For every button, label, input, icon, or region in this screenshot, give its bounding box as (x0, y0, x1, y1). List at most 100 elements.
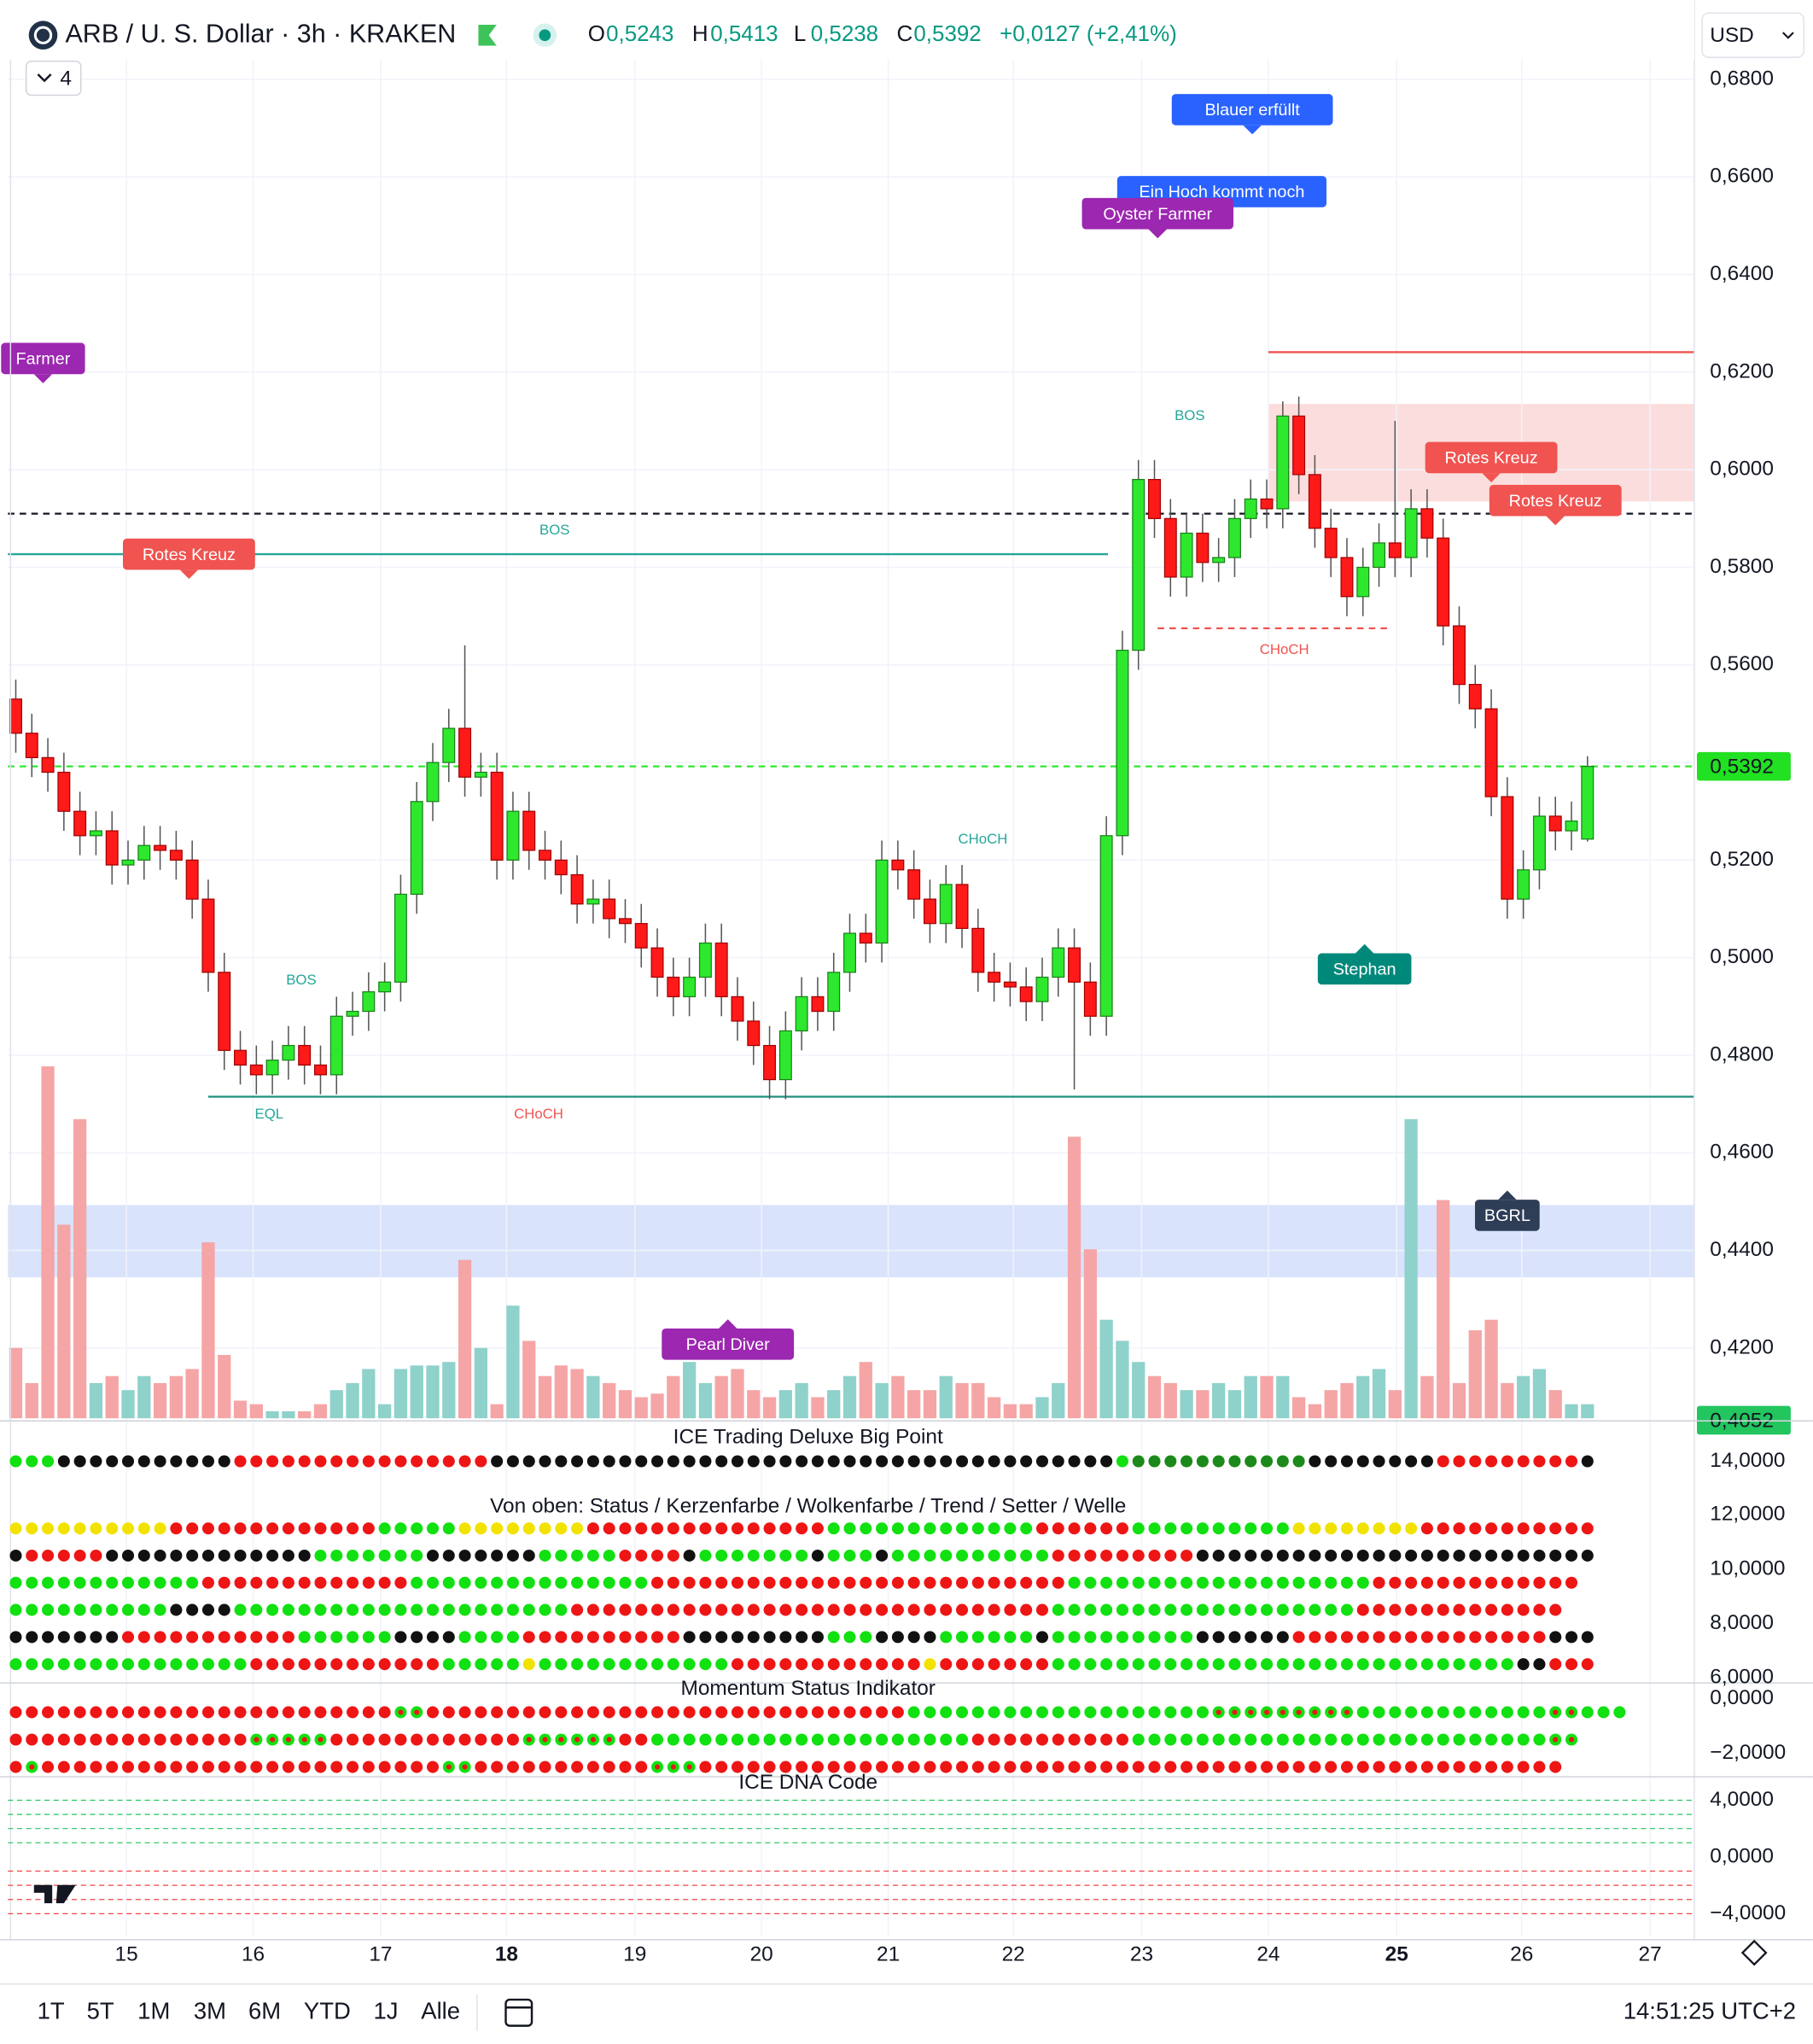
state-dot (811, 1733, 824, 1746)
symbol-logo (28, 20, 58, 50)
state-dot (1164, 1576, 1177, 1589)
state-dot (1084, 1733, 1097, 1746)
state-dot (266, 1455, 279, 1468)
state-dot (1084, 1761, 1097, 1773)
state-dot (843, 1603, 856, 1616)
range-button[interactable]: 1T (38, 1998, 65, 2024)
state-dot (1309, 1549, 1321, 1562)
state-dot (860, 1733, 872, 1746)
range-button[interactable]: Alle (421, 1998, 460, 2024)
state-dot (1164, 1706, 1177, 1719)
state-dot (411, 1658, 423, 1671)
y-tick-label: 0,5000 (1710, 945, 1774, 968)
candle-body (714, 942, 728, 997)
state-dot (218, 1576, 230, 1589)
state-dot (1292, 1522, 1305, 1535)
volume-bar (1019, 1404, 1033, 1419)
state-dot (1164, 1733, 1177, 1746)
range-button[interactable]: YTD (304, 1998, 351, 2024)
settings-icon[interactable] (1740, 1939, 1768, 1966)
state-dot (988, 1658, 1000, 1671)
state-dot (298, 1549, 311, 1562)
state-dot (1389, 1631, 1402, 1644)
range-button[interactable]: 1J (374, 1998, 399, 2024)
y-tick-label: 0,6600 (1710, 165, 1774, 188)
layouts-toggle[interactable] (25, 60, 82, 96)
state-dot (250, 1522, 263, 1535)
state-dot (1228, 1455, 1241, 1468)
candle-body (1373, 542, 1386, 569)
state-dot (9, 1658, 22, 1671)
state-dot (1581, 1658, 1594, 1671)
state-dot (940, 1549, 953, 1562)
range-button[interactable]: 3M (194, 1998, 226, 2024)
state-dot (1245, 1631, 1257, 1644)
state-dot-core (398, 1709, 404, 1715)
state-dot (266, 1658, 279, 1671)
close-label: C (897, 22, 913, 46)
currency-select[interactable] (1701, 12, 1804, 58)
state-dot (1196, 1706, 1209, 1719)
state-dot (57, 1576, 70, 1589)
candle-body (249, 1064, 263, 1076)
state-dot (747, 1761, 760, 1773)
state-dot (121, 1761, 135, 1773)
state-dot (1549, 1522, 1562, 1535)
state-dot (1164, 1549, 1177, 1562)
volume-bar (1420, 1375, 1434, 1419)
state-dot (57, 1455, 70, 1468)
x-tick-label: 24 (1256, 1943, 1280, 1966)
state-dot (1373, 1549, 1385, 1562)
candle-body (1453, 625, 1466, 686)
candle-body (811, 996, 825, 1013)
candle-body (650, 947, 664, 978)
state-dot (1020, 1733, 1033, 1746)
state-dot (715, 1576, 728, 1589)
annotation-text: Blauer erfüllt (1204, 101, 1300, 120)
state-dot (1068, 1761, 1081, 1773)
state-dot (1549, 1455, 1562, 1468)
state-dot (1212, 1631, 1225, 1644)
state-dot (42, 1733, 55, 1746)
candle-body (393, 893, 407, 983)
state-dot (9, 1706, 22, 1719)
annotation-box (1425, 441, 1558, 474)
annotation-box (662, 1328, 795, 1360)
state-dot (378, 1761, 391, 1773)
state-dot (860, 1603, 872, 1616)
range-button[interactable]: 1M (137, 1998, 170, 2024)
symbol-title[interactable]: ARB / U. S. Dollar · 3h · KRAKEN (65, 19, 456, 48)
state-dot (811, 1658, 824, 1671)
state-dot (1549, 1631, 1562, 1644)
volume-bar (1340, 1382, 1354, 1419)
state-dot (394, 1522, 407, 1535)
state-dot (1180, 1455, 1193, 1468)
state-dot (1469, 1576, 1482, 1589)
x-tick-label: 15 (115, 1943, 138, 1966)
state-dot (73, 1761, 86, 1773)
state-dot (154, 1733, 166, 1746)
tradingview-logo[interactable] (33, 1884, 76, 1904)
state-dot (330, 1631, 343, 1644)
state-dot (731, 1631, 744, 1644)
calendar-button[interactable] (504, 1998, 533, 2027)
state-dot (715, 1658, 728, 1671)
status-dot (539, 29, 551, 42)
state-dot (73, 1733, 86, 1746)
range-button[interactable]: 5T (87, 1998, 114, 2024)
volume-bar (25, 1382, 38, 1419)
state-dot (1276, 1455, 1289, 1468)
state-dot (635, 1733, 648, 1746)
range-button[interactable]: 6M (248, 1998, 281, 2024)
volume-bar (1212, 1382, 1226, 1419)
candle-body (25, 733, 38, 758)
volume-bar (137, 1375, 151, 1419)
state-dot (843, 1455, 856, 1468)
state-dot (250, 1658, 263, 1671)
flag-icon[interactable] (478, 25, 497, 46)
symbol-logo-ring (33, 26, 53, 44)
state-dot (1549, 1576, 1562, 1589)
annotation-text: Ein Hoch kommt noch (1139, 183, 1304, 201)
state-dot (234, 1733, 247, 1746)
state-dot (1132, 1576, 1145, 1589)
